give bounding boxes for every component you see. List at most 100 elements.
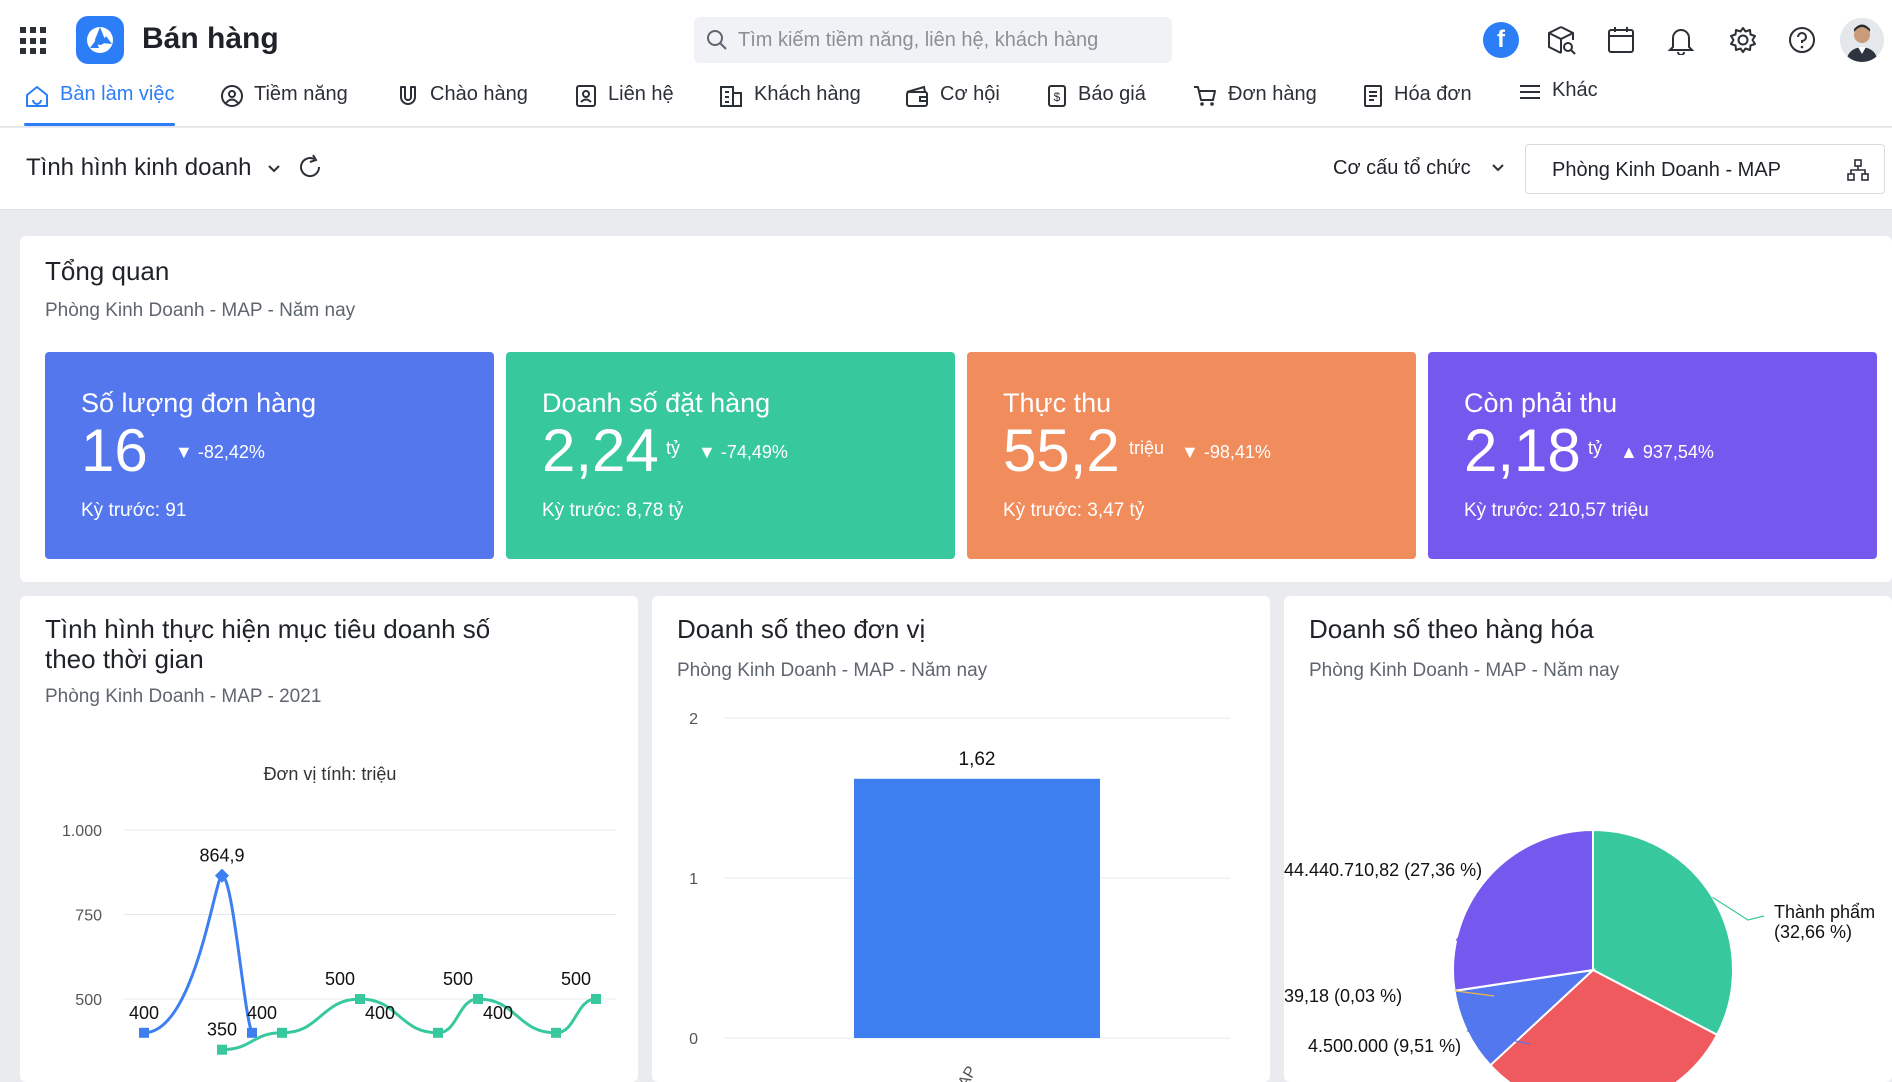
label-leader [1466, 1030, 1531, 1045]
nav-item-co-hoi[interactable]: Cơ hội [904, 78, 1000, 126]
kpi-change-value: -82,42% [197, 442, 265, 462]
kpi-order-sales[interactable]: Doanh số đặt hàng 2,24 tỷ ▼ -74,49% Kỳ t… [506, 352, 955, 559]
quote-icon: $ [1048, 85, 1066, 107]
kpi-label: Số lượng đơn hàng [81, 388, 317, 418]
kpi-unit: tỷ [1588, 438, 1603, 458]
y-tick-label: 2 [689, 711, 698, 728]
kpi-order-count[interactable]: Số lượng đơn hàng 16 ▼ -82,42% Kỳ trước:… [45, 352, 494, 559]
data-label: 500 [443, 969, 473, 989]
label-leader [1454, 990, 1495, 997]
arrow-up-icon: ▲ [1620, 442, 1638, 462]
nav-item-hoa-don[interactable]: Hóa đơn [1362, 78, 1472, 126]
overview-title: Tổng quan [45, 256, 170, 286]
panel-subtitle: Phòng Kinh Doanh - MAP - Năm nay [1309, 660, 1620, 681]
nav-item-chao-hang[interactable]: Chào hàng [396, 78, 528, 126]
nav-item-lien-he[interactable]: Liên hệ [574, 78, 674, 126]
kpi-unit: triệu [1129, 438, 1165, 458]
nav-label: Báo giá [1078, 83, 1146, 105]
data-point [247, 1027, 257, 1038]
data-point [473, 994, 483, 1004]
wallet-icon [906, 85, 928, 107]
facebook-icon[interactable]: f [1483, 22, 1519, 58]
dashboard-title-dropdown[interactable]: Tình hình kinh doanh [26, 154, 282, 182]
label-leader [1712, 896, 1765, 921]
gear-icon[interactable] [1723, 20, 1763, 60]
data-label: 400 [247, 1003, 277, 1023]
kpi-change-value: -74,49% [720, 442, 788, 462]
kpi-unit: tỷ [666, 438, 681, 458]
help-icon[interactable] [1782, 20, 1822, 60]
kpi-change: ▼ -98,41% [1181, 442, 1271, 463]
kpi-value: 2,24 [542, 417, 659, 484]
search-input[interactable] [738, 17, 1158, 63]
nav-label: Đơn hàng [1228, 83, 1317, 105]
data-point [214, 868, 230, 883]
nav-item-bao-gia[interactable]: $ Báo giá [1046, 78, 1146, 126]
sales-by-unit-panel: Doanh số theo đơn vị Phòng Kinh Doanh - … [652, 596, 1270, 1082]
dashboard-toolbar: Tình hình kinh doanh Cơ cấu tổ chức Phòn… [0, 128, 1892, 210]
kpi-change: ▲ 937,54% [1620, 442, 1714, 463]
magnet-icon [400, 86, 416, 105]
search-box[interactable] [694, 17, 1172, 63]
kpi-change: ▼ -74,49% [698, 442, 788, 463]
kpi-change: ▼ -82,42% [175, 442, 265, 463]
slice-label: 39,18 (0,03 %) [1284, 986, 1402, 1006]
calendar-icon[interactable] [1601, 20, 1641, 60]
svg-text:$: $ [1054, 90, 1061, 104]
data-label: 400 [129, 1003, 159, 1023]
overview-subtitle: Phòng Kinh Doanh - MAP - Năm nay [45, 300, 356, 321]
bell-icon[interactable] [1661, 20, 1701, 60]
kpi-change-value: 937,54% [1642, 442, 1714, 462]
nav-item-khac[interactable]: Khác [1518, 74, 1598, 122]
nav-label: Bàn làm việc [60, 83, 175, 105]
nav-item-khach-hang[interactable]: Khách hàng [718, 78, 861, 126]
org-unit-select[interactable]: Phòng Kinh Doanh - MAP [1525, 144, 1885, 194]
app-grid-icon[interactable] [20, 27, 48, 55]
panel-subtitle: Phòng Kinh Doanh - MAP - Năm nay [677, 660, 988, 681]
sales-target-panel: Tình hình thực hiện mục tiêu doanh số th… [20, 596, 638, 1082]
kpi-receivable[interactable]: Còn phải thu 2,18 tỷ ▲ 937,54% Kỳ trước:… [1428, 352, 1877, 559]
pie-chart: Thành phẩm(32,66 %) 44.440.710,82 (27,36 … [1284, 828, 1875, 1082]
y-tick-label: 500 [75, 992, 102, 1009]
menu-icon [1520, 85, 1540, 99]
kpi-label: Doanh số đặt hàng [542, 388, 771, 418]
cube-search-icon[interactable] [1541, 20, 1581, 60]
slice-label: Thành phẩm [1774, 902, 1875, 922]
nav-item-don-hang[interactable]: Đơn hàng [1192, 78, 1317, 126]
data-point [277, 1027, 287, 1038]
data-label: 1,62 [959, 749, 996, 770]
arrow-down-icon: ▼ [698, 442, 716, 462]
dashboard-title: Tình hình kinh doanh [26, 154, 252, 181]
chart-unit-note: Đơn vị tính: triệu [264, 764, 397, 784]
data-label: 400 [483, 1003, 513, 1023]
panel-subtitle: Phòng Kinh Doanh - MAP - 2021 [45, 686, 322, 707]
nav-label: Hóa đơn [1394, 83, 1472, 105]
data-point [217, 1044, 227, 1055]
nav-label: Liên hệ [608, 83, 674, 105]
series-line-blue [143, 874, 254, 1035]
data-point [355, 994, 365, 1004]
main-nav: Bàn làm việc Tiềm năng Chào hàng Liên hệ… [0, 78, 1892, 126]
pie-slice [1488, 968, 1719, 1082]
y-tick-label: 1 [689, 871, 698, 888]
kpi-value: 2,18 [1464, 417, 1581, 484]
target-icon [221, 85, 243, 107]
label-leader [1455, 865, 1511, 941]
data-label: 400 [365, 1003, 395, 1023]
nav-item-ban-lam-viec[interactable]: Bàn làm việc [24, 78, 175, 126]
org-structure-dropdown[interactable]: Cơ cấu tổ chức [1333, 157, 1506, 180]
kpi-previous: Kỳ trước: 3,47 tỷ [1003, 500, 1145, 521]
series-line-green [221, 997, 597, 1052]
nav-label: Chào hàng [430, 83, 528, 105]
org-structure-label: Cơ cấu tổ chức [1333, 157, 1471, 179]
org-unit-value: Phòng Kinh Doanh - MAP [1552, 159, 1782, 181]
bar [854, 778, 1100, 1038]
cart-icon [1194, 86, 1216, 106]
y-tick-label: 750 [75, 908, 102, 925]
kpi-collected[interactable]: Thực thu 55,2 triệu ▼ -98,41% Kỳ trước: … [967, 352, 1416, 559]
refresh-icon[interactable] [296, 153, 324, 181]
data-point [433, 1027, 443, 1038]
avatar[interactable] [1840, 18, 1884, 62]
nav-item-tiem-nang[interactable]: Tiềm năng [220, 78, 348, 126]
sales-by-product-panel: Doanh số theo hàng hóa Phòng Kinh Doanh … [1284, 596, 1892, 1082]
